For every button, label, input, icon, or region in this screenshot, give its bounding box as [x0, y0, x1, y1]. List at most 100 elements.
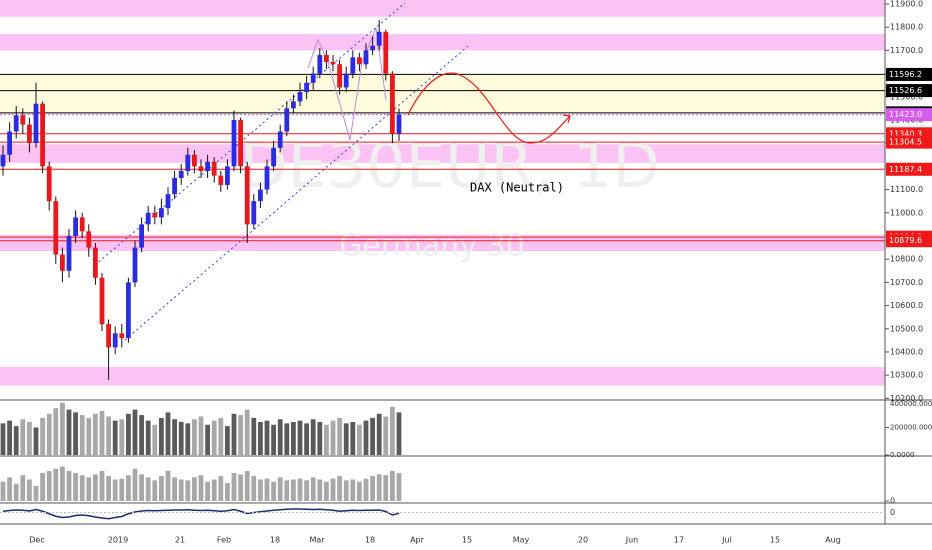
pane2-bar — [198, 475, 204, 501]
volume-bar — [317, 422, 323, 455]
candle-body — [218, 175, 224, 185]
candle-body — [119, 333, 125, 339]
volume-bar — [357, 424, 362, 455]
volume-bar — [291, 422, 296, 455]
volume-bar — [60, 402, 65, 455]
volume-bar — [383, 416, 389, 455]
pane2-bar — [0, 481, 6, 501]
volume-bar — [172, 419, 177, 455]
candles — [0, 20, 402, 520]
x-tick-label: 17 — [674, 536, 684, 545]
candle-body — [99, 277, 105, 325]
candle-body — [291, 101, 296, 109]
zone — [0, 234, 885, 252]
pane2-bar — [99, 470, 105, 501]
y-tick-label: 10300.0 — [890, 371, 923, 380]
volume-bar — [93, 413, 98, 455]
volume-bar — [350, 422, 356, 455]
volume-bar — [324, 424, 329, 455]
candle-body — [205, 161, 210, 171]
volume-bar — [192, 419, 197, 455]
pane2-bar — [218, 476, 224, 501]
volume-bar — [343, 423, 349, 455]
candle-body — [178, 170, 184, 178]
pane2-bar — [178, 479, 184, 501]
pane2-bar — [264, 478, 270, 501]
level-label-bg — [886, 108, 932, 122]
volume-bar — [284, 423, 290, 455]
pane2-bar — [40, 473, 45, 501]
volume-bar — [66, 409, 72, 455]
candle-body — [40, 103, 45, 167]
x-tick-label: Mar — [309, 536, 325, 545]
candle-body — [20, 115, 26, 125]
x-tick-label: 18 — [270, 536, 280, 545]
zone — [0, 0, 885, 17]
zones — [0, 0, 885, 386]
pane2-bar — [86, 477, 92, 501]
pane2-bar — [225, 482, 230, 501]
volume-bar — [277, 419, 283, 455]
candle-body — [86, 231, 92, 248]
volume-bar — [126, 413, 131, 455]
x-tick-label: Dec — [29, 536, 44, 545]
pane2-bar — [165, 470, 171, 501]
pane2-bar — [33, 485, 39, 501]
volume-bar — [152, 424, 158, 455]
volume-bar — [251, 417, 257, 455]
y-tick-label: 10200.0 — [890, 394, 923, 403]
pane2-bar — [337, 476, 342, 501]
candle-body — [139, 224, 144, 248]
level-label: 11423.0 — [889, 110, 922, 119]
candle-body — [192, 154, 197, 167]
candle-body — [13, 115, 19, 132]
channel-lower — [124, 45, 469, 341]
pane2-bar — [277, 477, 283, 501]
volume-bar — [205, 424, 210, 455]
pane2-bar — [363, 478, 369, 501]
candle-body — [132, 247, 138, 283]
candle-body — [145, 212, 151, 225]
volume-bar — [13, 426, 19, 455]
oscillator-tick-label: 0 — [890, 508, 895, 517]
pane2-bar — [53, 468, 59, 501]
pane2-bar — [383, 475, 389, 501]
pane2-bar — [304, 480, 309, 501]
candle-body — [310, 73, 316, 83]
x-tick-label: Jun — [625, 536, 639, 545]
candle-body — [264, 166, 270, 190]
y-tick-label: 11100.0 — [890, 185, 923, 194]
volume-bar — [178, 422, 184, 455]
level-label-bg — [886, 84, 932, 98]
candle-body — [238, 119, 243, 167]
candle-body — [0, 154, 6, 167]
pane2-bar — [73, 473, 78, 501]
pane2-bar — [238, 474, 243, 501]
pane2-bar — [7, 477, 12, 501]
volume-bar — [337, 417, 342, 455]
volume-bar — [73, 412, 78, 455]
volume-bar — [258, 422, 263, 455]
candle-body — [73, 217, 78, 236]
candle-body — [317, 54, 323, 74]
pattern-drawing — [307, 26, 387, 141]
pane2-bar — [60, 466, 65, 501]
candle-body — [152, 212, 158, 218]
y-tick-label: 10800.0 — [890, 255, 923, 264]
candle-body — [112, 333, 118, 348]
volume-bar — [145, 420, 151, 455]
x-tick-label: May — [513, 536, 530, 545]
pane2-bar — [330, 478, 336, 501]
candle-body — [277, 131, 283, 148]
level-label-bg — [886, 162, 932, 176]
pane2-bar — [132, 468, 138, 501]
candle-body — [66, 235, 72, 271]
zone — [0, 367, 885, 386]
candle-body — [304, 82, 309, 93]
pane2-bar — [20, 475, 26, 501]
y-tick-label: 10600.0 — [890, 301, 923, 310]
x-tick-label: Feb — [217, 536, 231, 545]
candle-body — [126, 282, 131, 339]
x-tick-label: Jul — [721, 536, 732, 545]
